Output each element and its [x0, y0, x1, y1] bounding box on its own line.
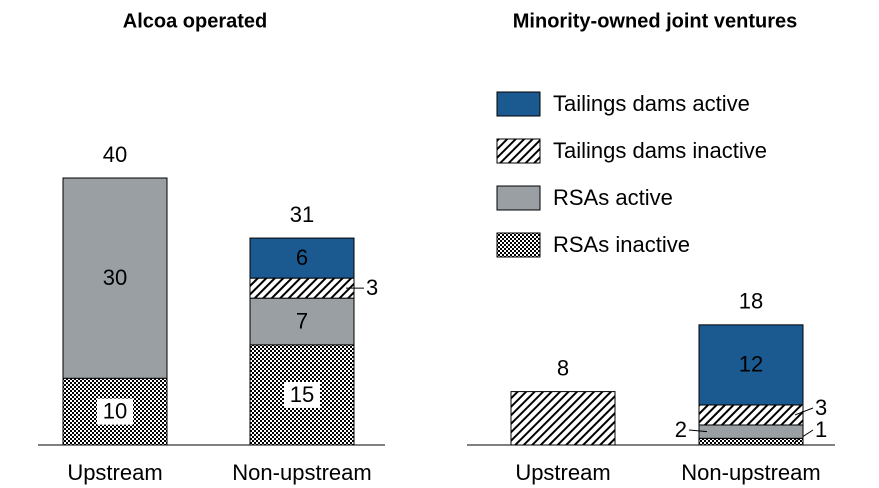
- data-label: 7: [296, 308, 308, 333]
- total-label: 8: [557, 355, 569, 380]
- bar-segment: [698, 437, 804, 446]
- bar-segment: [698, 324, 804, 406]
- legend-label: Tailings dams inactive: [553, 138, 767, 163]
- chart-title: Alcoa operated: [123, 10, 267, 32]
- data-label: 6: [296, 245, 308, 270]
- bar-segment: [249, 237, 355, 279]
- bar-segment: [698, 424, 804, 439]
- data-label: 3: [815, 395, 827, 420]
- data-label: 1: [815, 417, 827, 442]
- total-label: 18: [739, 289, 763, 314]
- total-label: 40: [103, 142, 127, 167]
- total-label: 31: [290, 202, 314, 227]
- leader-line: [688, 429, 708, 433]
- legend-swatch: [496, 232, 541, 258]
- data-label: 10: [103, 398, 127, 423]
- bar-segment: [698, 404, 804, 426]
- leader-line: [794, 429, 814, 443]
- label-box: [97, 398, 133, 425]
- bar-segment: [510, 391, 616, 446]
- data-label: 12: [739, 352, 763, 377]
- legend-label: RSAs active: [553, 185, 673, 210]
- legend-swatch: [496, 91, 541, 117]
- legend-label: Tailings dams active: [553, 91, 750, 116]
- leader-line: [794, 407, 814, 416]
- bar-segment: [249, 277, 355, 299]
- x-tick-label: Upstream: [67, 460, 162, 485]
- data-label: 15: [290, 382, 314, 407]
- legend-swatch: [496, 138, 541, 164]
- data-label: 30: [103, 265, 127, 290]
- x-tick-label: Upstream: [515, 460, 610, 485]
- legend-label: RSAs inactive: [553, 232, 690, 257]
- legend-swatch: [496, 185, 541, 211]
- x-tick-label: Non-upstream: [232, 460, 371, 485]
- x-tick-label: Non-upstream: [681, 460, 820, 485]
- label-box: [284, 381, 320, 408]
- chart-title: Minority-owned joint ventures: [513, 10, 797, 32]
- bar-segment: [62, 177, 168, 379]
- data-label: 3: [366, 275, 378, 300]
- data-label: 2: [675, 417, 687, 442]
